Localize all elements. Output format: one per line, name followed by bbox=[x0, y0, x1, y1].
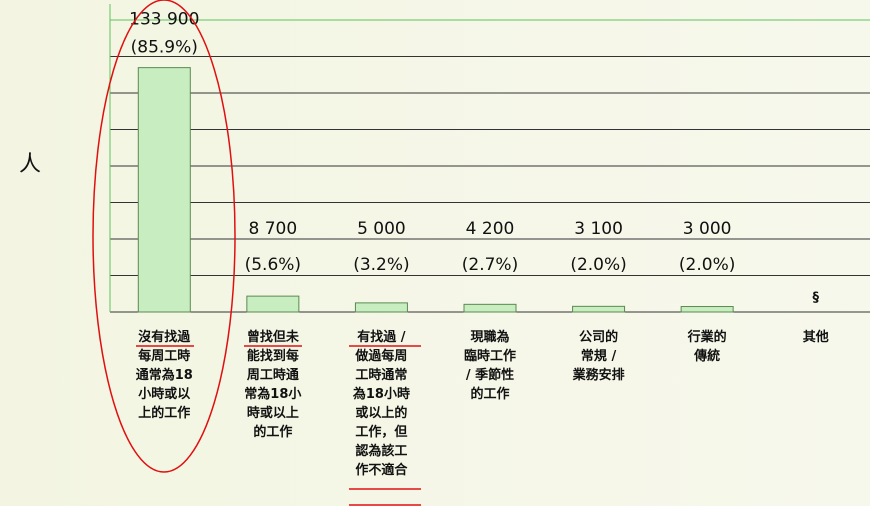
value-label: 133 900 bbox=[129, 10, 199, 30]
bar bbox=[246, 295, 300, 313]
x-tick-label: 公司的常規 /業務安排 bbox=[572, 329, 625, 383]
bar bbox=[463, 303, 517, 313]
bar bbox=[354, 302, 408, 313]
x-tick-label: 行業的傳統 bbox=[687, 329, 727, 364]
x-tick-label: 曾找但未能找到每周工時通常為18小時或以上的工作 bbox=[244, 329, 301, 440]
percentage-label: (3.2%) bbox=[353, 255, 409, 275]
percentage-label: (2.7%) bbox=[462, 255, 518, 275]
bar bbox=[572, 305, 626, 313]
x-tick-label: 有找過 /做過每周工時通常為18小時或以上的工作，但認為該工作不適合 bbox=[353, 329, 410, 478]
highlight-ellipse bbox=[92, 0, 236, 473]
value-label: 4 200 bbox=[466, 219, 515, 239]
value-label: 3 000 bbox=[683, 219, 732, 239]
x-tick-label: 現職為臨時工作/ 季節性的工作 bbox=[464, 329, 516, 402]
value-label: § bbox=[812, 291, 819, 306]
y-axis-label: 人 bbox=[19, 152, 41, 177]
value-label: 8 700 bbox=[249, 219, 298, 239]
value-label: 5 000 bbox=[357, 219, 406, 239]
bar bbox=[137, 67, 191, 313]
percentage-label: (2.0%) bbox=[570, 255, 626, 275]
bar bbox=[680, 306, 734, 313]
value-label: 3 100 bbox=[574, 219, 623, 239]
x-tick-label: 其他 bbox=[803, 329, 829, 345]
percentage-label: (2.0%) bbox=[679, 255, 735, 275]
percentage-label: (5.6%) bbox=[245, 255, 301, 275]
percentage-label: (85.9%) bbox=[131, 38, 198, 58]
x-tick-label: 沒有找過每周工時通常為18 小時或以上的工作 bbox=[136, 329, 193, 421]
